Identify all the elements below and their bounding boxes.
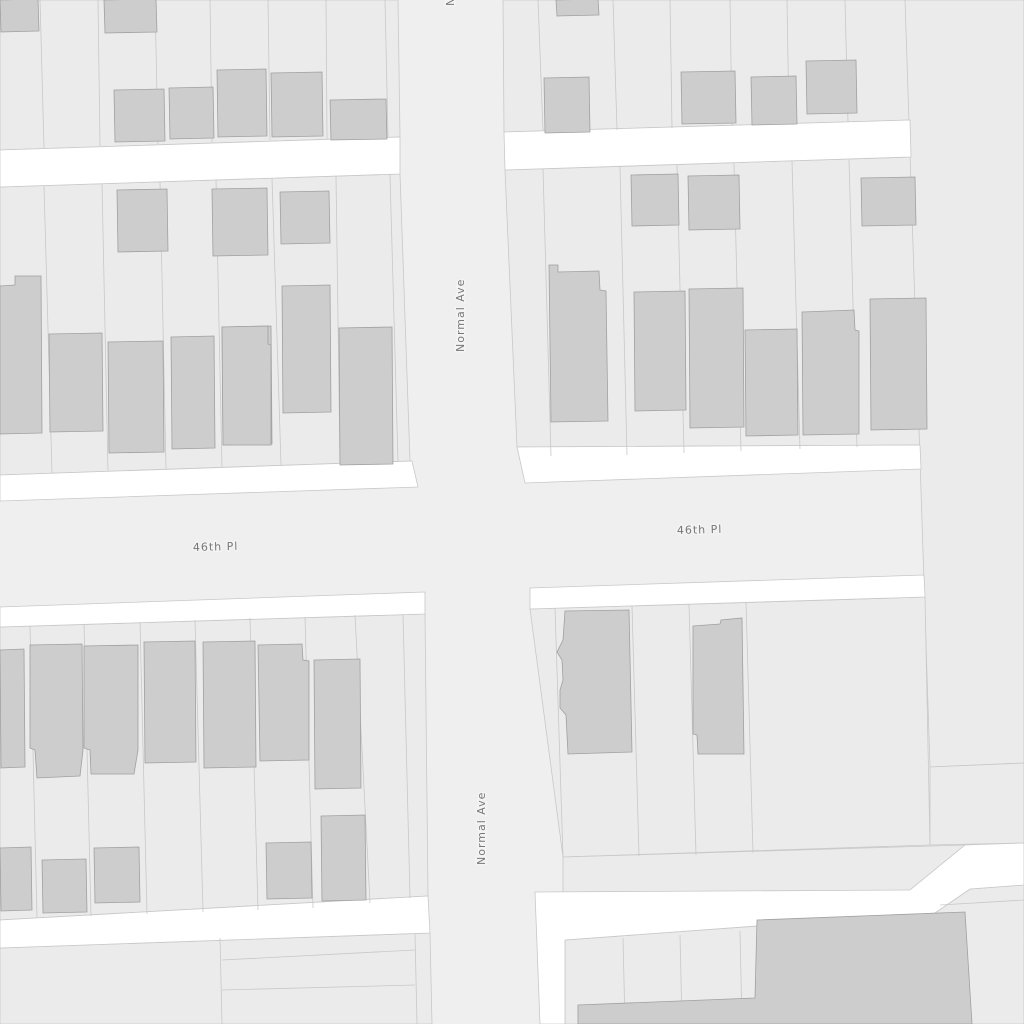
- building: [320, 814, 367, 902]
- sidewalk: [0, 895, 431, 949]
- building: [805, 59, 858, 115]
- building: [221, 325, 272, 446]
- building: [687, 174, 741, 231]
- parcel-boundary: [791, 160, 801, 450]
- building: [801, 309, 860, 436]
- sidewalk: [534, 842, 1024, 1024]
- sidewalk: [529, 574, 926, 610]
- building: [577, 911, 973, 1024]
- parcel-boundary: [631, 605, 640, 857]
- sidewalk: [0, 591, 426, 628]
- building: [168, 86, 215, 140]
- sidewalk: [0, 460, 419, 502]
- building: [116, 188, 169, 253]
- parcel-boundary: [745, 601, 754, 854]
- sidewalk: [516, 444, 922, 484]
- building: [692, 617, 745, 755]
- parcel-boundary: [221, 949, 416, 961]
- parcel-boundary: [219, 937, 223, 1024]
- street-label-46th-pl-west: 46th Pl: [193, 540, 239, 554]
- parcel-boundary: [271, 177, 282, 466]
- street-label-normal-ave-north: Normal Ave: [454, 279, 467, 352]
- building: [633, 290, 687, 412]
- parcel-block: [904, 0, 1024, 768]
- building: [265, 841, 313, 900]
- building: [93, 846, 141, 904]
- building: [143, 640, 197, 764]
- building: [41, 858, 88, 914]
- building: [313, 658, 362, 790]
- building: [29, 643, 84, 779]
- parcel-boundary: [554, 607, 564, 858]
- building: [170, 335, 216, 450]
- parcel-boundary: [669, 0, 673, 129]
- building: [270, 71, 324, 138]
- building: [680, 70, 737, 125]
- building: [216, 68, 268, 138]
- parcel-block: [0, 932, 433, 1024]
- building: [0, 648, 26, 769]
- parcel-boundary: [139, 621, 148, 915]
- building: [750, 75, 798, 126]
- street-label-normal-ave-south: Normal Ave: [475, 792, 488, 865]
- building: [869, 297, 928, 431]
- parcel-boundary: [402, 613, 411, 899]
- parcel-boundary: [389, 174, 399, 463]
- street-label-normal-ave-top: N: [444, 0, 457, 6]
- parcel-boundary: [612, 0, 618, 131]
- building: [543, 76, 591, 134]
- parcel-boundary: [537, 0, 544, 132]
- building: [744, 328, 799, 437]
- building: [48, 332, 104, 433]
- building: [329, 98, 388, 141]
- parcel-boundary: [688, 603, 697, 856]
- parcel-block: [929, 762, 1024, 846]
- street-label-46th-pl-east: 46th Pl: [677, 523, 723, 537]
- building: [860, 176, 917, 227]
- parcel-boundary: [325, 0, 328, 140]
- parcel-boundary: [619, 166, 628, 456]
- parcel-boundary: [414, 933, 418, 1024]
- building: [555, 0, 600, 17]
- building: [0, 846, 33, 912]
- parcel-boundary: [384, 0, 389, 138]
- building: [211, 187, 269, 257]
- building: [548, 264, 609, 423]
- building: [0, 0, 40, 33]
- parcel-boundary: [542, 168, 552, 457]
- building: [0, 275, 43, 435]
- building: [107, 340, 165, 454]
- building: [338, 326, 394, 466]
- building: [630, 173, 680, 227]
- parcel-boundary: [97, 0, 101, 147]
- building: [103, 0, 158, 34]
- parcel-boundary: [194, 619, 204, 913]
- building: [257, 643, 310, 762]
- parcel-boundary: [39, 0, 45, 149]
- parcel-boundary: [101, 183, 109, 472]
- parcel-boundary: [939, 899, 1024, 906]
- parcel-boundary: [221, 984, 416, 991]
- parcel-boundary: [267, 0, 271, 141]
- building: [688, 287, 745, 429]
- building: [281, 284, 332, 414]
- building: [202, 640, 257, 769]
- building: [279, 190, 331, 245]
- building: [83, 644, 139, 775]
- sidewalk: [0, 136, 401, 188]
- building: [113, 88, 166, 143]
- building: [556, 609, 633, 755]
